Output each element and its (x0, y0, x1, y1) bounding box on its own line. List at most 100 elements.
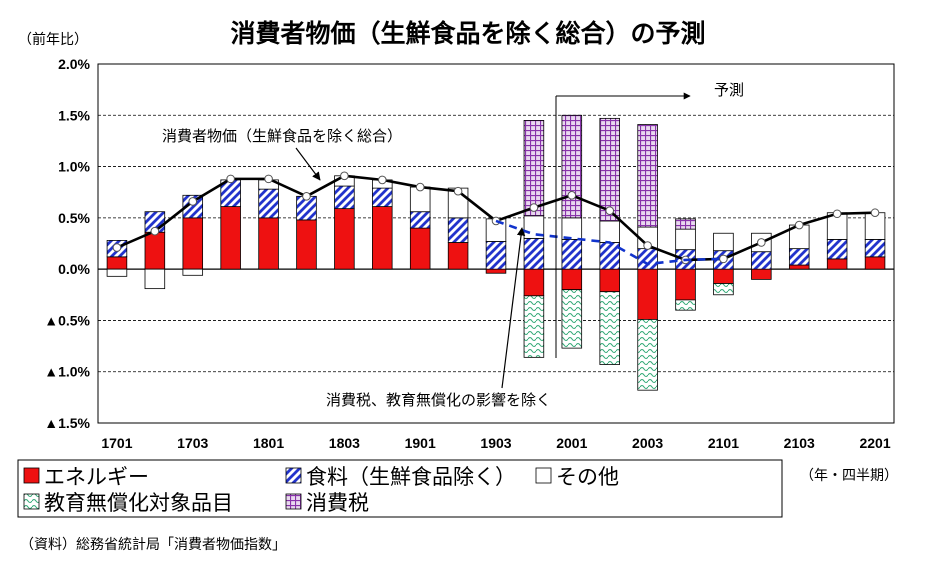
bar-segment (788, 248, 810, 266)
bar-segment (523, 268, 545, 297)
bar-segment (751, 251, 772, 270)
bar-segment (485, 268, 507, 274)
bar-segment (599, 117, 620, 222)
bar-segment (144, 268, 166, 290)
x-tick-label: 2201 (859, 435, 890, 451)
bar-segment (182, 194, 204, 219)
cpi-line-marker (226, 174, 235, 184)
bar-segment (561, 217, 583, 240)
x-tick-label: 1701 (101, 435, 132, 451)
cpi-line-annotation: 消費者物価（生鮮食品を除く総合） (162, 127, 402, 145)
cpi-line-marker (415, 182, 425, 192)
bar-segment (864, 256, 886, 270)
legend-swatch-food (285, 467, 302, 484)
bar-segment (220, 206, 241, 270)
cpi-line-marker (264, 174, 273, 184)
bar-segment (561, 238, 583, 270)
y-tick-label: 1.0% (58, 159, 90, 175)
chart-title: 消費者物価（生鮮食品を除く総合）の予測 (230, 19, 705, 48)
bar-segment (372, 187, 393, 207)
bar-series (106, 114, 886, 391)
bar-segment (296, 219, 317, 270)
bar-segment (485, 241, 507, 270)
x-axis-unit-label: （年・四半期） (800, 468, 898, 484)
y-tick-label: ▲1.5% (44, 415, 90, 431)
x-tick-label: 1801 (253, 435, 284, 451)
legend-label-consumption-tax: 消費税 (306, 491, 369, 515)
x-tick-label: 2103 (784, 435, 815, 451)
bar-segment (788, 264, 810, 270)
legend-label-other: その他 (556, 465, 619, 489)
bar-segment (144, 231, 166, 270)
bar-segment (334, 208, 355, 270)
x-tick-label: 1703 (177, 435, 208, 451)
bar-segment (751, 268, 772, 280)
bar-segment (106, 268, 128, 277)
y-tick-label: 0.0% (58, 261, 90, 277)
y-axis-unit-label: （前年比） (18, 31, 88, 48)
y-tick-label: ▲0.5% (44, 312, 90, 328)
cpi-line-marker (529, 203, 539, 212)
y-tick-label: ▲1.0% (44, 364, 90, 380)
cpi-line-marker (794, 220, 804, 230)
cpi-line-marker (302, 192, 311, 201)
cpi-line-marker (188, 197, 198, 206)
cpi-line-marker (340, 171, 349, 181)
bar-segment (826, 238, 848, 260)
x-tick-label: 1803 (329, 435, 360, 451)
y-axis-ticks: 2.0% 1.5% 1.0% 0.5% 0.0% ▲0.5% ▲1.0% ▲1.5% (44, 56, 90, 431)
bar-segment (826, 258, 848, 270)
legend: エネルギー 食料（生鮮食品除く） その他 教育無償化対象品目 消費税 (17, 459, 783, 518)
bar-segment (561, 114, 583, 219)
bar-segment (258, 217, 279, 270)
cpi-line-marker (719, 254, 728, 264)
bar-segment (713, 232, 734, 252)
bar-segment (334, 185, 355, 210)
bar-segment (675, 228, 696, 251)
excl-annotation-arrow (501, 227, 526, 389)
bar-segment (106, 256, 128, 270)
plot-area-border (97, 63, 895, 424)
legend-swatch-energy (23, 467, 40, 484)
line-series (112, 171, 880, 266)
legend-box (17, 459, 783, 518)
bar-segment (599, 291, 620, 365)
cpi-line-marker (377, 175, 387, 185)
bar-segment (182, 268, 204, 276)
cpi-line-marker (870, 208, 880, 218)
x-axis-ticks: 1701 1703 1801 1803 1901 1903 2001 2003 2101 2103… (101, 435, 890, 451)
bar-segment (864, 238, 886, 258)
bar-segment (523, 120, 545, 217)
bar-segment (409, 211, 431, 229)
bar-segment (713, 268, 734, 284)
x-tick-label: 2003 (632, 435, 663, 451)
legend-label-education: 教育無償化対象品目 (44, 491, 233, 515)
bar-segment (637, 268, 658, 320)
bar-segment (409, 227, 431, 270)
bar-segment (561, 289, 583, 349)
x-tick-label: 2101 (708, 435, 739, 451)
legend-swatch-education (23, 493, 40, 510)
x-tick-label: 1903 (480, 435, 511, 451)
legend-label-food: 食料（生鮮食品除く） (306, 465, 516, 489)
bar-segment (675, 299, 696, 311)
legend-label-energy: エネルギー (44, 465, 149, 489)
bar-segment (637, 248, 658, 270)
y-tick-label: 0.5% (58, 210, 90, 226)
y-tick-label: 2.0% (58, 56, 90, 72)
excluding-effects-line (495, 219, 724, 266)
bar-segment (637, 319, 658, 391)
bar-segment (637, 124, 658, 228)
cpi-line-marker (150, 226, 160, 236)
bar-segment (599, 220, 620, 243)
bar-segment (447, 217, 469, 243)
bar-segment (713, 283, 734, 296)
cpi-line-marker (832, 209, 842, 219)
excluding-effects-annotation: 消費税、教育無償化の影響を除く (326, 391, 551, 409)
x-tick-label: 1901 (405, 435, 436, 451)
bar-segment (523, 295, 545, 358)
legend-swatch-consumption-tax (285, 493, 302, 510)
cpi-line-marker (567, 190, 577, 200)
